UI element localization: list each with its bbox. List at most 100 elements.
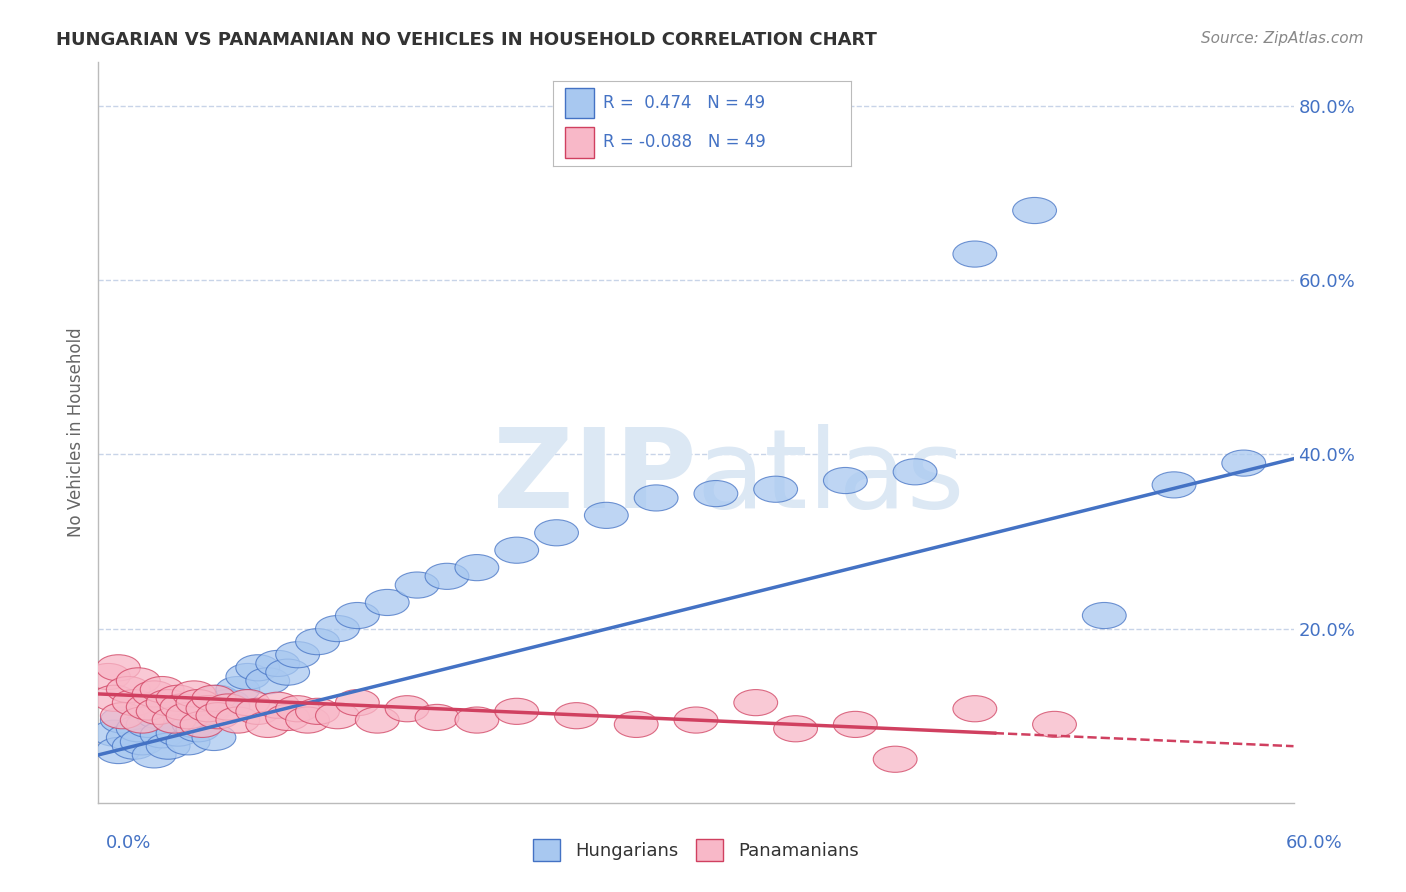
- Ellipse shape: [186, 696, 231, 722]
- Ellipse shape: [141, 722, 184, 747]
- Ellipse shape: [256, 650, 299, 676]
- Ellipse shape: [136, 698, 180, 724]
- Ellipse shape: [141, 676, 184, 703]
- Ellipse shape: [112, 733, 156, 759]
- Ellipse shape: [156, 685, 200, 711]
- Ellipse shape: [695, 481, 738, 507]
- Ellipse shape: [276, 696, 319, 722]
- Text: HUNGARIAN VS PANAMANIAN NO VEHICLES IN HOUSEHOLD CORRELATION CHART: HUNGARIAN VS PANAMANIAN NO VEHICLES IN H…: [56, 31, 877, 49]
- Ellipse shape: [554, 703, 599, 729]
- Ellipse shape: [534, 520, 578, 546]
- Y-axis label: No Vehicles in Household: No Vehicles in Household: [66, 327, 84, 538]
- Ellipse shape: [93, 720, 136, 747]
- Ellipse shape: [246, 711, 290, 738]
- Ellipse shape: [132, 742, 176, 768]
- Ellipse shape: [97, 655, 141, 681]
- Ellipse shape: [415, 705, 458, 731]
- Ellipse shape: [207, 694, 250, 720]
- Ellipse shape: [1083, 602, 1126, 629]
- Ellipse shape: [246, 668, 290, 694]
- Ellipse shape: [166, 729, 209, 755]
- Ellipse shape: [160, 694, 204, 720]
- Ellipse shape: [1152, 472, 1197, 498]
- Ellipse shape: [152, 707, 195, 733]
- Ellipse shape: [127, 694, 170, 720]
- Ellipse shape: [172, 681, 217, 707]
- Text: 0.0%: 0.0%: [105, 834, 150, 852]
- Ellipse shape: [953, 696, 997, 722]
- Ellipse shape: [614, 711, 658, 738]
- Ellipse shape: [1032, 711, 1077, 738]
- Ellipse shape: [136, 703, 180, 729]
- Ellipse shape: [97, 738, 141, 764]
- Ellipse shape: [834, 711, 877, 738]
- Ellipse shape: [127, 711, 170, 738]
- Ellipse shape: [266, 659, 309, 685]
- Ellipse shape: [117, 668, 160, 694]
- Ellipse shape: [93, 685, 136, 711]
- Ellipse shape: [180, 711, 224, 738]
- Ellipse shape: [207, 690, 250, 715]
- Ellipse shape: [495, 698, 538, 724]
- Ellipse shape: [226, 690, 270, 715]
- Ellipse shape: [156, 720, 200, 747]
- Ellipse shape: [285, 707, 329, 733]
- Ellipse shape: [425, 563, 470, 590]
- Ellipse shape: [195, 703, 240, 729]
- Ellipse shape: [193, 685, 236, 711]
- Ellipse shape: [873, 747, 917, 772]
- Ellipse shape: [456, 555, 499, 581]
- Ellipse shape: [236, 655, 280, 681]
- Ellipse shape: [893, 458, 936, 485]
- Ellipse shape: [824, 467, 868, 493]
- Ellipse shape: [953, 241, 997, 267]
- Ellipse shape: [276, 641, 319, 668]
- Ellipse shape: [87, 664, 131, 690]
- Ellipse shape: [107, 676, 150, 703]
- Ellipse shape: [356, 707, 399, 733]
- Ellipse shape: [336, 690, 380, 715]
- Ellipse shape: [193, 724, 236, 750]
- Ellipse shape: [146, 690, 190, 715]
- Ellipse shape: [315, 703, 360, 729]
- Ellipse shape: [754, 476, 797, 502]
- Text: atlas: atlas: [696, 424, 965, 531]
- Text: Source: ZipAtlas.com: Source: ZipAtlas.com: [1201, 31, 1364, 46]
- Ellipse shape: [121, 707, 165, 733]
- Ellipse shape: [195, 685, 240, 711]
- Ellipse shape: [1012, 197, 1056, 224]
- Ellipse shape: [112, 690, 156, 715]
- Ellipse shape: [673, 707, 718, 733]
- Ellipse shape: [634, 485, 678, 511]
- Ellipse shape: [107, 724, 150, 750]
- Ellipse shape: [100, 707, 145, 733]
- Ellipse shape: [773, 715, 817, 742]
- Ellipse shape: [226, 664, 270, 690]
- Ellipse shape: [734, 690, 778, 715]
- Ellipse shape: [172, 711, 217, 738]
- Legend: Hungarians, Panamanians: Hungarians, Panamanians: [526, 831, 866, 868]
- Ellipse shape: [295, 698, 339, 724]
- Ellipse shape: [146, 733, 190, 759]
- Ellipse shape: [395, 572, 439, 599]
- Ellipse shape: [236, 698, 280, 724]
- Ellipse shape: [366, 590, 409, 615]
- Ellipse shape: [176, 690, 219, 715]
- Ellipse shape: [295, 629, 339, 655]
- Ellipse shape: [166, 703, 209, 729]
- Ellipse shape: [160, 694, 204, 720]
- Ellipse shape: [217, 707, 260, 733]
- Ellipse shape: [256, 692, 299, 718]
- Text: ZIP: ZIP: [492, 424, 696, 531]
- Ellipse shape: [132, 681, 176, 707]
- Ellipse shape: [266, 705, 309, 731]
- Ellipse shape: [186, 698, 231, 724]
- Ellipse shape: [456, 707, 499, 733]
- Ellipse shape: [385, 696, 429, 722]
- Ellipse shape: [217, 676, 260, 703]
- Ellipse shape: [315, 615, 360, 641]
- Ellipse shape: [336, 602, 380, 629]
- Ellipse shape: [117, 715, 160, 742]
- Ellipse shape: [585, 502, 628, 528]
- Ellipse shape: [495, 537, 538, 563]
